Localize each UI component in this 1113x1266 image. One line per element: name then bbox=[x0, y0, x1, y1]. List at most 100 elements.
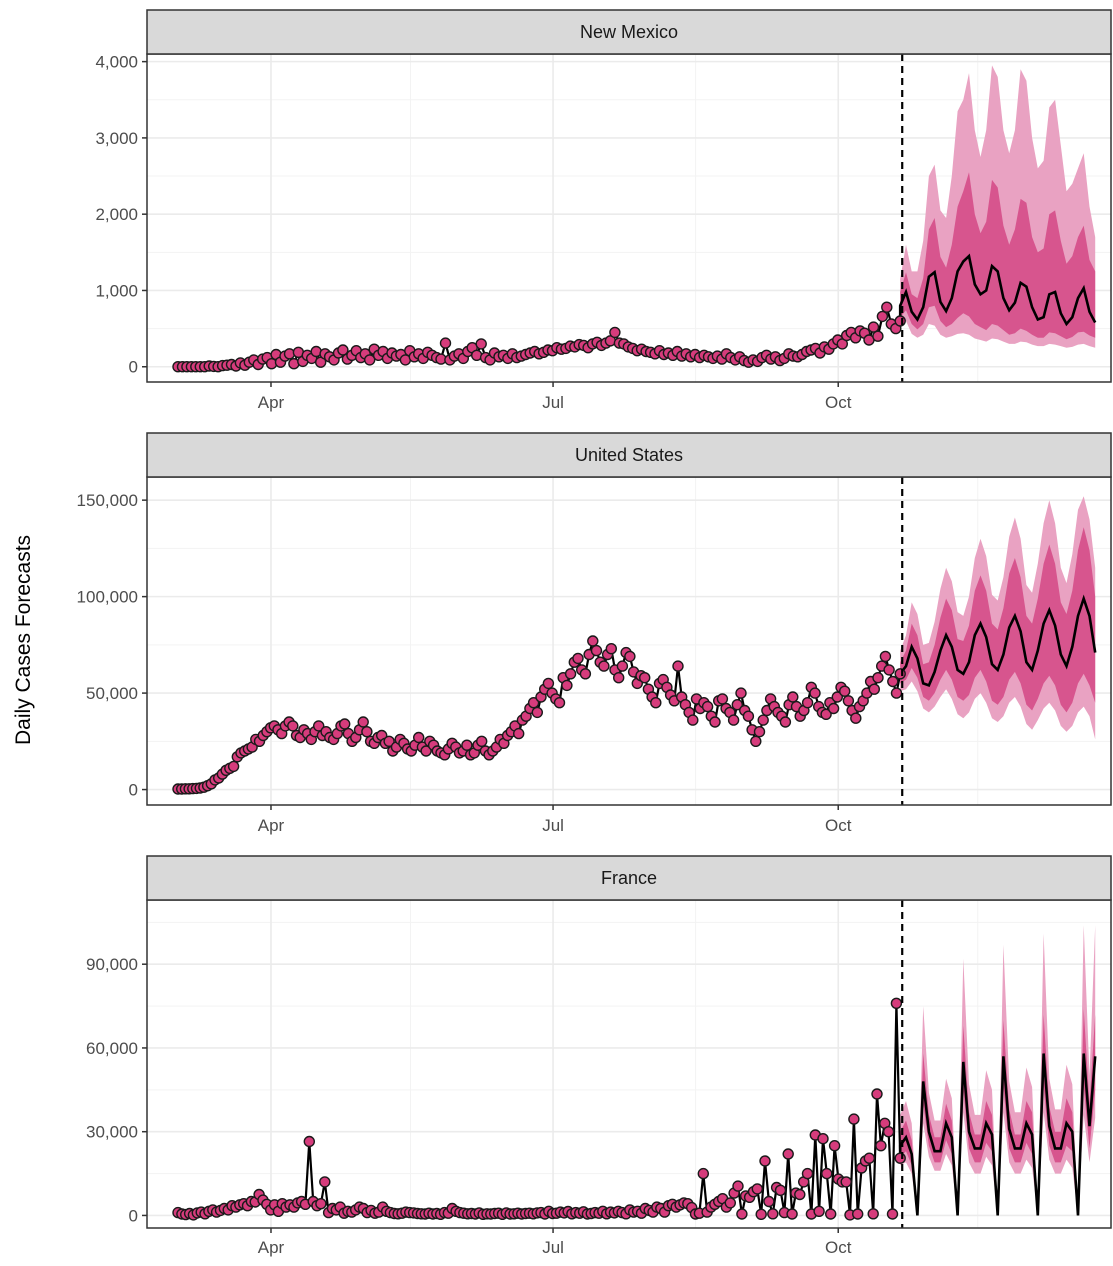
data-point bbox=[872, 330, 884, 342]
y-axis-label: Daily Cases Forecasts bbox=[12, 535, 35, 745]
data-point bbox=[313, 720, 325, 732]
data-point bbox=[742, 710, 755, 722]
data-point bbox=[894, 668, 906, 680]
data-point bbox=[476, 735, 488, 747]
data-point bbox=[639, 672, 651, 684]
y-tick-label: 1,000 bbox=[95, 281, 138, 300]
y-tick-label: 60,000 bbox=[86, 1039, 138, 1058]
data-point bbox=[613, 672, 625, 684]
data-point bbox=[820, 708, 832, 720]
data-point bbox=[883, 664, 895, 676]
data-point bbox=[813, 1205, 825, 1218]
data-point bbox=[890, 997, 903, 1009]
y-tick-label: 50,000 bbox=[86, 684, 138, 703]
y-tick-label: 0 bbox=[129, 358, 138, 377]
data-point bbox=[572, 652, 584, 665]
data-point bbox=[840, 1176, 852, 1188]
data-point bbox=[697, 1167, 709, 1180]
data-point bbox=[701, 700, 714, 713]
data-point bbox=[801, 1167, 814, 1180]
data-point bbox=[564, 668, 577, 680]
data-point bbox=[786, 1208, 798, 1220]
forecast-median-line bbox=[898, 1053, 1097, 1216]
data-point bbox=[727, 714, 740, 726]
data-point bbox=[882, 1125, 895, 1138]
data-point bbox=[531, 706, 543, 719]
y-tick-label: 100,000 bbox=[77, 588, 138, 607]
data-point bbox=[736, 1208, 748, 1220]
data-point bbox=[827, 702, 840, 715]
facet-strip-label: United States bbox=[575, 445, 683, 465]
data-point bbox=[881, 301, 893, 313]
data-point bbox=[750, 735, 762, 747]
data-point bbox=[863, 1152, 875, 1164]
data-point bbox=[894, 315, 906, 327]
forecast-band-inner bbox=[900, 172, 1096, 340]
data-point bbox=[886, 1208, 899, 1220]
data-point bbox=[687, 714, 699, 726]
data-point bbox=[872, 672, 884, 684]
data-point bbox=[774, 1184, 787, 1197]
y-tick-label: 4,000 bbox=[95, 53, 138, 72]
data-point bbox=[735, 687, 747, 699]
data-point bbox=[767, 1208, 779, 1220]
data-point bbox=[868, 683, 880, 695]
data-point bbox=[624, 650, 636, 663]
data-point bbox=[439, 337, 452, 349]
facet-strip bbox=[146, 855, 1112, 901]
data-point bbox=[339, 718, 351, 730]
facet-strip bbox=[146, 9, 1112, 55]
clipped-layer bbox=[172, 65, 1097, 373]
data-point bbox=[587, 635, 599, 647]
data-point bbox=[579, 668, 592, 680]
data-point bbox=[709, 716, 721, 728]
data-point bbox=[828, 1139, 841, 1152]
data-point bbox=[751, 1183, 763, 1195]
data-point bbox=[542, 677, 555, 690]
data-point bbox=[757, 714, 769, 726]
data-point bbox=[616, 660, 629, 672]
y-tick-label: 0 bbox=[129, 1206, 138, 1225]
y-tick-label: 150,000 bbox=[77, 491, 138, 510]
facet-strip bbox=[146, 432, 1112, 478]
data-point bbox=[850, 712, 862, 724]
data-point bbox=[609, 326, 621, 339]
data-point bbox=[605, 643, 617, 655]
data-point bbox=[650, 697, 662, 709]
x-tick-label: Jul bbox=[542, 816, 564, 835]
data-point bbox=[759, 1155, 771, 1167]
facet-strip-label: New Mexico bbox=[580, 22, 678, 42]
data-point bbox=[527, 697, 540, 709]
x-tick-label: Jul bbox=[542, 1238, 564, 1257]
data-point bbox=[561, 679, 573, 692]
data-point bbox=[817, 1132, 829, 1145]
data-point bbox=[753, 726, 766, 738]
data-point bbox=[716, 693, 729, 705]
data-point bbox=[598, 660, 610, 672]
data-point bbox=[590, 644, 603, 657]
data-point bbox=[732, 1180, 744, 1192]
x-tick-label: Oct bbox=[825, 816, 852, 835]
data-point bbox=[848, 1113, 860, 1125]
data-point bbox=[553, 697, 566, 709]
forecast-band-inner bbox=[900, 527, 1096, 713]
data-point bbox=[794, 1188, 806, 1201]
y-tick-label: 2,000 bbox=[95, 205, 138, 224]
data-point bbox=[782, 1148, 794, 1160]
data-point bbox=[821, 1167, 833, 1180]
data-point bbox=[779, 716, 792, 728]
data-point bbox=[825, 1208, 837, 1220]
x-tick-label: Apr bbox=[258, 1238, 285, 1257]
data-point bbox=[842, 695, 855, 707]
data-point bbox=[852, 1208, 864, 1220]
data-point bbox=[383, 735, 395, 747]
data-point bbox=[461, 739, 473, 751]
x-tick-label: Jul bbox=[542, 393, 564, 412]
data-point bbox=[871, 1088, 883, 1100]
data-point bbox=[890, 687, 903, 699]
data-point bbox=[755, 1208, 767, 1221]
panel-new-mexico: New Mexico 0 1,000 2,000 3,000 4,000 Apr Jul Oct bbox=[95, 9, 1112, 412]
x-tick-label: Apr bbox=[258, 393, 285, 412]
x-tick-label: Oct bbox=[825, 1238, 852, 1257]
facet-strip-label: France bbox=[601, 868, 657, 888]
